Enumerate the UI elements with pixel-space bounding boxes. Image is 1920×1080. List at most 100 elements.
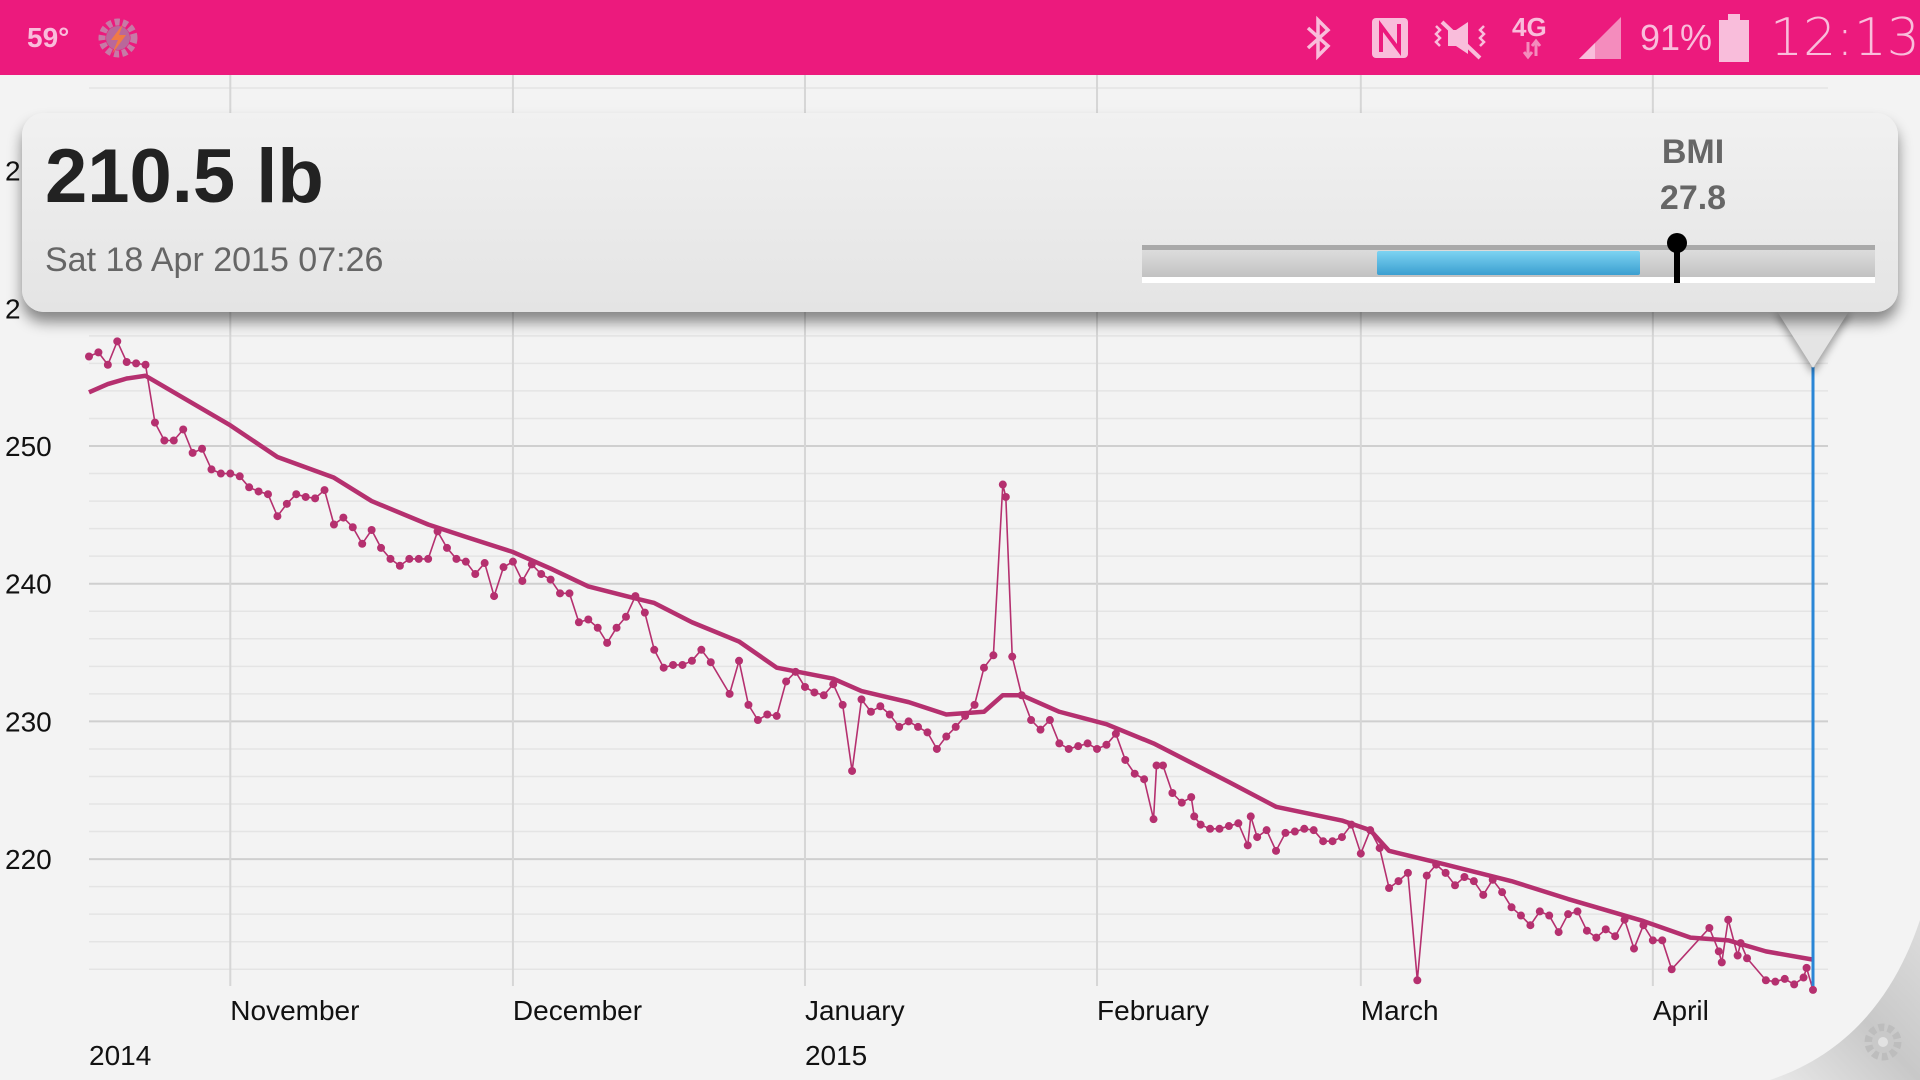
- measurement-point[interactable]: [1045, 716, 1054, 725]
- measurement-point[interactable]: [866, 707, 875, 716]
- measurement-point[interactable]: [829, 680, 838, 689]
- measurement-point[interactable]: [744, 700, 753, 709]
- measurement-point[interactable]: [1611, 932, 1620, 941]
- measurement-point[interactable]: [235, 472, 244, 481]
- measurement-point[interactable]: [1055, 739, 1064, 748]
- measurement-point[interactable]: [141, 360, 150, 369]
- measurement-point[interactable]: [263, 490, 272, 499]
- measurement-point[interactable]: [433, 527, 442, 536]
- measurement-point[interactable]: [1771, 977, 1780, 986]
- measurement-point[interactable]: [1246, 812, 1255, 821]
- measurement-point[interactable]: [1319, 837, 1328, 846]
- measurement-point[interactable]: [1385, 884, 1394, 893]
- measurement-point[interactable]: [1337, 833, 1346, 842]
- measurement-point[interactable]: [895, 722, 904, 731]
- measurement-point[interactable]: [1413, 976, 1422, 985]
- measurement-point[interactable]: [150, 418, 159, 427]
- measurement-point[interactable]: [1001, 492, 1010, 501]
- measurement-point[interactable]: [603, 638, 612, 647]
- measurement-point[interactable]: [838, 700, 847, 709]
- measurement-point[interactable]: [1036, 725, 1045, 734]
- measurement-point[interactable]: [556, 589, 565, 598]
- measurement-point[interactable]: [1422, 871, 1431, 880]
- measurement-point[interactable]: [1648, 936, 1657, 945]
- measurement-point[interactable]: [1309, 826, 1318, 835]
- measurement-point[interactable]: [1196, 820, 1205, 829]
- measurement-point[interactable]: [1516, 911, 1525, 920]
- measurement-point[interactable]: [1809, 985, 1817, 994]
- measurement-point[interactable]: [1272, 846, 1281, 855]
- measurement-point[interactable]: [1799, 973, 1808, 982]
- measurement-point[interactable]: [395, 561, 404, 570]
- measurement-point[interactable]: [1224, 822, 1233, 831]
- measurement-point[interactable]: [424, 554, 433, 563]
- measurement-point[interactable]: [1140, 775, 1149, 784]
- measurement-point[interactable]: [245, 483, 254, 492]
- measurement-point[interactable]: [273, 512, 282, 521]
- measurement-point[interactable]: [687, 656, 696, 665]
- measurement-point[interactable]: [989, 651, 998, 660]
- measurement-point[interactable]: [518, 576, 527, 585]
- measurement-point[interactable]: [301, 492, 310, 501]
- measurement-point[interactable]: [292, 490, 301, 499]
- measurement-point[interactable]: [226, 469, 235, 478]
- measurement-point[interactable]: [94, 348, 103, 357]
- measurement-point[interactable]: [640, 608, 649, 617]
- measurement-point[interactable]: [857, 695, 866, 704]
- measurement-point[interactable]: [1375, 844, 1384, 853]
- measurement-point[interactable]: [669, 660, 678, 669]
- measurement-point[interactable]: [377, 543, 386, 552]
- measurement-point[interactable]: [1027, 716, 1036, 725]
- measurement-point[interactable]: [1432, 860, 1441, 869]
- measurement-point[interactable]: [970, 700, 979, 709]
- measurement-point[interactable]: [1328, 837, 1337, 846]
- measurement-point[interactable]: [1790, 980, 1799, 989]
- measurement-point[interactable]: [914, 722, 923, 731]
- gear-icon[interactable]: [1864, 1023, 1902, 1061]
- measurement-point[interactable]: [961, 711, 970, 720]
- measurement-point[interactable]: [1592, 933, 1601, 942]
- measurement-point[interactable]: [546, 575, 555, 584]
- measurement-point[interactable]: [1479, 890, 1488, 899]
- measurement-point[interactable]: [1451, 881, 1460, 890]
- measurement-point[interactable]: [216, 469, 225, 478]
- measurement-point[interactable]: [1601, 925, 1610, 934]
- measurement-point[interactable]: [1149, 815, 1158, 824]
- measurement-point[interactable]: [1394, 877, 1403, 886]
- measurement-point[interactable]: [951, 722, 960, 731]
- measurement-point[interactable]: [480, 559, 489, 568]
- measurement-point[interactable]: [1639, 921, 1648, 930]
- measurement-point[interactable]: [198, 444, 207, 453]
- measurement-point[interactable]: [584, 615, 593, 624]
- measurement-point[interactable]: [1177, 798, 1186, 807]
- measurement-points[interactable]: [85, 337, 1817, 994]
- measurement-point[interactable]: [772, 711, 781, 720]
- measurement-point[interactable]: [1064, 744, 1073, 753]
- measurement-point[interactable]: [1733, 951, 1742, 960]
- measurement-point[interactable]: [471, 570, 480, 579]
- measurement-point[interactable]: [1215, 824, 1224, 833]
- measurement-point[interactable]: [631, 592, 640, 601]
- measurement-point[interactable]: [442, 543, 451, 552]
- measurement-point[interactable]: [1564, 910, 1573, 919]
- measurement-point[interactable]: [932, 744, 941, 753]
- measurement-point[interactable]: [763, 710, 772, 719]
- measurement-point[interactable]: [329, 520, 338, 529]
- measurement-point[interactable]: [923, 728, 932, 737]
- measurement-point[interactable]: [282, 499, 291, 508]
- measurement-point[interactable]: [1724, 915, 1733, 924]
- measurement-point[interactable]: [1102, 740, 1111, 749]
- measurement-point[interactable]: [1498, 888, 1507, 897]
- measurement-point[interactable]: [1234, 819, 1243, 828]
- measurement-point[interactable]: [254, 487, 263, 496]
- measurement-point[interactable]: [414, 554, 423, 563]
- measurement-point[interactable]: [1705, 923, 1714, 932]
- measurement-point[interactable]: [527, 560, 536, 569]
- measurement-point[interactable]: [1152, 761, 1161, 770]
- measurement-point[interactable]: [800, 682, 809, 691]
- measurement-point[interactable]: [85, 352, 93, 361]
- measurement-point[interactable]: [1507, 903, 1516, 912]
- measurement-point[interactable]: [452, 554, 461, 563]
- measurement-point[interactable]: [1017, 691, 1026, 700]
- measurement-point[interactable]: [1780, 974, 1789, 983]
